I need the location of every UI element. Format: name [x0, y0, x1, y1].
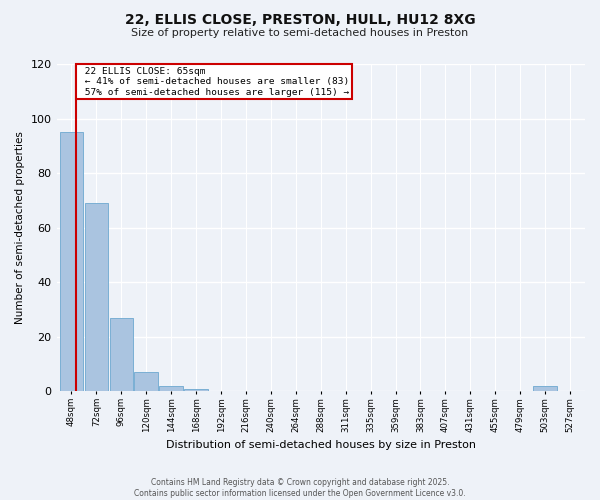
Text: 22, ELLIS CLOSE, PRESTON, HULL, HU12 8XG: 22, ELLIS CLOSE, PRESTON, HULL, HU12 8XG	[125, 12, 475, 26]
Bar	[110, 318, 133, 391]
Bar	[134, 372, 158, 391]
Bar	[184, 388, 208, 391]
Bar	[533, 386, 557, 391]
Y-axis label: Number of semi-detached properties: Number of semi-detached properties	[15, 131, 25, 324]
Text: Contains HM Land Registry data © Crown copyright and database right 2025.
Contai: Contains HM Land Registry data © Crown c…	[134, 478, 466, 498]
Bar	[160, 386, 183, 391]
Bar	[59, 132, 83, 391]
Text: Size of property relative to semi-detached houses in Preston: Size of property relative to semi-detach…	[131, 28, 469, 38]
X-axis label: Distribution of semi-detached houses by size in Preston: Distribution of semi-detached houses by …	[166, 440, 476, 450]
Bar	[85, 203, 108, 391]
Text: 22 ELLIS CLOSE: 65sqm
 ← 41% of semi-detached houses are smaller (83)
 57% of se: 22 ELLIS CLOSE: 65sqm ← 41% of semi-deta…	[79, 66, 349, 96]
